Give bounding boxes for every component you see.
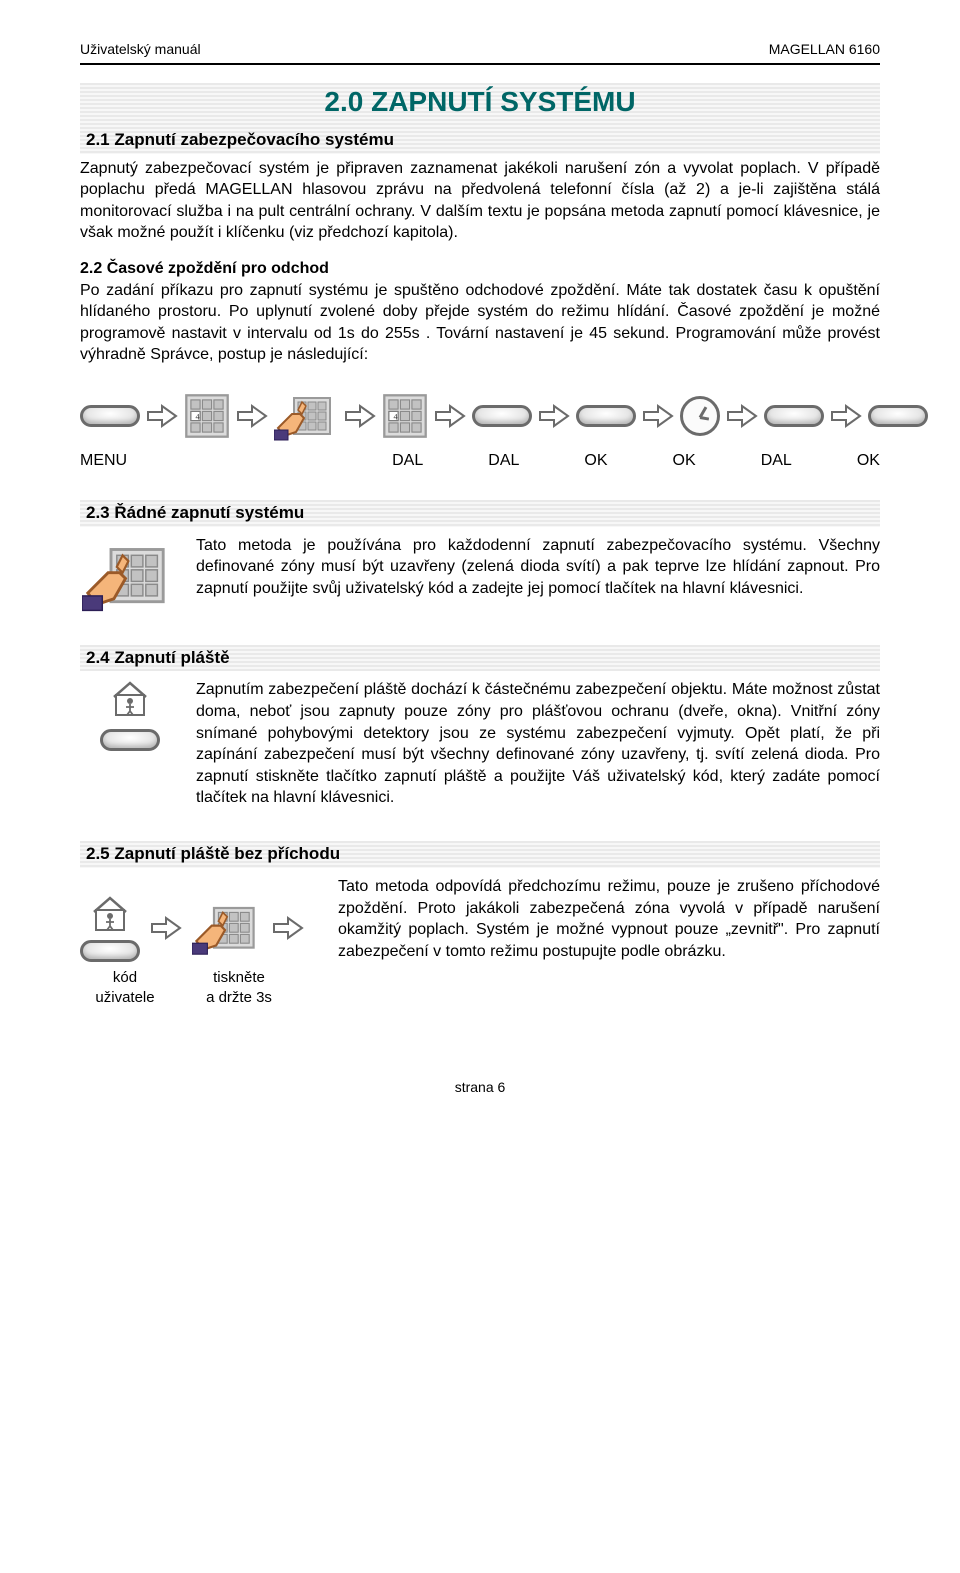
s22-labels: MENU DAL DAL OK OK DAL OK (80, 450, 880, 472)
s25-block: kód uživatele tiskněte a držte 3s Tato m… (80, 872, 880, 1009)
oval-button-icon (80, 405, 140, 427)
arrow-icon (146, 400, 178, 432)
arrow-icon (642, 400, 674, 432)
s24-body: Zapnutím zabezpečení pláště dochází k čá… (196, 679, 880, 809)
s21-body: Zapnutý zabezpečovací systém je připrave… (80, 158, 880, 244)
s24-block: Zapnutím zabezpečení pláště dochází k čá… (80, 675, 880, 813)
house-person-icon (110, 679, 150, 719)
s25-cap1-l1: kód (113, 969, 137, 986)
arrow-icon (150, 912, 182, 944)
oval-button-icon (80, 940, 140, 962)
oval-button-icon (868, 405, 928, 427)
page-header: Uživatelský manuál MAGELLAN 6160 (80, 40, 880, 59)
arrow-icon (434, 400, 466, 432)
s25-cap2-l1: tiskněte (213, 969, 265, 986)
keypad-hand-icon (82, 535, 178, 617)
oval-button-icon (100, 729, 160, 751)
label-menu: MENU (80, 450, 127, 472)
arrow-icon (236, 400, 268, 432)
keypad-4-icon (382, 393, 428, 439)
chapter-band: 2.0 ZAPNUTÍ SYSTÉMU 2.1 Zapnutí zabezpeč… (80, 83, 880, 154)
header-left: Uživatelský manuál (80, 40, 201, 59)
clock-icon (680, 396, 720, 436)
s22-sequence (80, 388, 880, 444)
label-ok: OK (673, 450, 696, 472)
s25-captions: kód uživatele tiskněte a držte 3s (80, 968, 310, 1009)
label-ok: OK (857, 450, 880, 472)
oval-button-icon (472, 405, 532, 427)
page-number: strana 6 (455, 1079, 506, 1095)
arrow-icon (344, 400, 376, 432)
arrow-icon (272, 912, 304, 944)
s24-heading: 2.4 Zapnutí pláště (80, 645, 880, 672)
arrow-icon (726, 400, 758, 432)
s23-block: Tato metoda je používána pro každodenní … (80, 531, 880, 617)
s21-heading: 2.1 Zapnutí zabezpečovacího systému (80, 127, 880, 154)
header-right: MAGELLAN 6160 (769, 40, 880, 59)
s23-body: Tato metoda je používána pro každodenní … (196, 535, 880, 600)
label-dal: DAL (392, 450, 423, 472)
label-dal: DAL (761, 450, 792, 472)
keypad-4-icon (184, 393, 230, 439)
s25-heading: 2.5 Zapnutí pláště bez příchodu (80, 841, 880, 868)
s22-heading: 2.2 Časové zpoždění pro odchod (80, 260, 329, 277)
chapter-title: 2.0 ZAPNUTÍ SYSTÉMU (80, 83, 880, 121)
page-footer: strana 6 (80, 1078, 880, 1097)
arrow-icon (538, 400, 570, 432)
keypad-hand-icon (274, 388, 338, 444)
arrow-icon (830, 400, 862, 432)
oval-button-icon (764, 405, 824, 427)
label-ok: OK (584, 450, 607, 472)
house-person-icon (90, 894, 130, 934)
s23-heading: 2.3 Řádné zapnutí systému (80, 500, 880, 527)
s25-body: Tato metoda odpovídá předchozímu režimu,… (338, 876, 880, 962)
label-dal: DAL (488, 450, 519, 472)
keypad-hand-icon (192, 897, 262, 959)
s25-cap2-l2: a držte 3s (206, 989, 272, 1006)
s25-cap1-l2: uživatele (95, 989, 154, 1006)
oval-button-icon (576, 405, 636, 427)
s22-body: Po zadání příkazu pro zapnutí systému je… (80, 282, 880, 364)
header-rule (80, 63, 880, 65)
